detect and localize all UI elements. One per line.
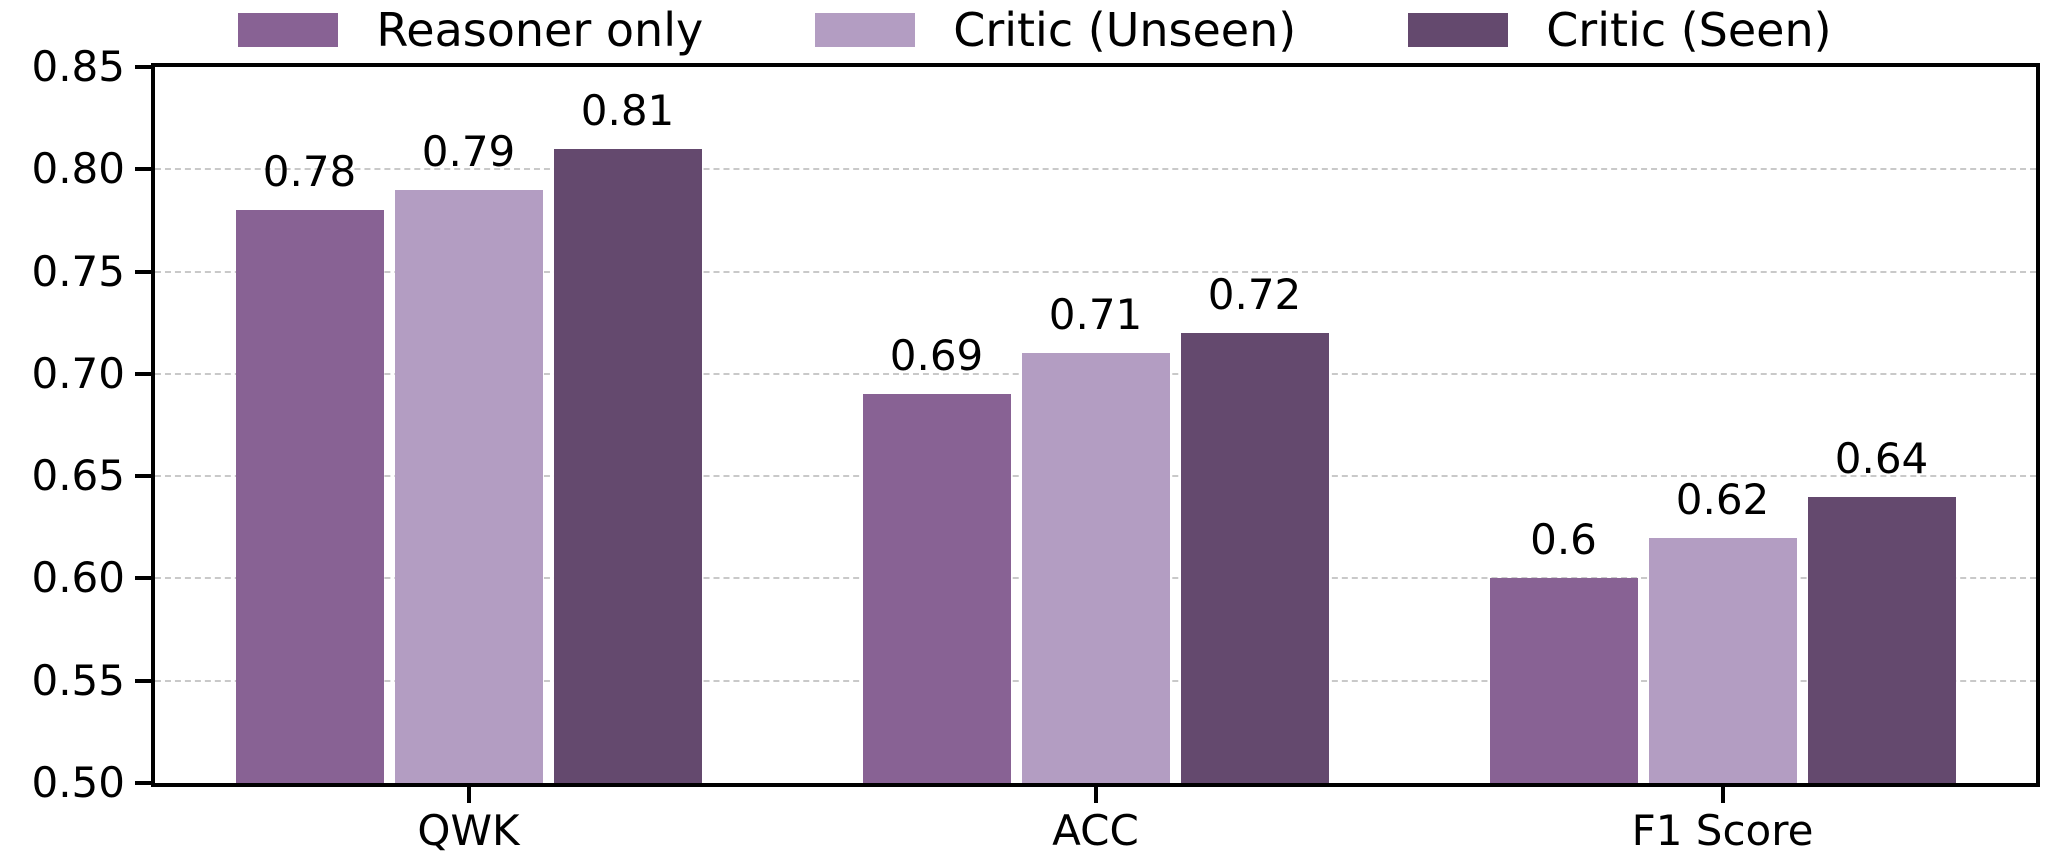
bar-slot: 0.81 [553, 86, 702, 783]
legend-label: Reasoner only [376, 3, 704, 57]
y-axis-tick-mark [135, 576, 151, 581]
legend-color-swatch [238, 13, 339, 47]
bar-value-label: 0.69 [889, 331, 984, 381]
legend-label: Critic (Seen) [1546, 3, 1832, 57]
bar-value-label: 0.72 [1207, 269, 1302, 319]
bar-value-label: 0.78 [262, 147, 357, 197]
y-axis-tick-mark [135, 678, 151, 683]
plot-area: 0.78 0.79 0.81 0.69 0.71 0.72 0.6 0.62 0.64 [151, 63, 2040, 787]
legend: Reasoner only Critic (Unseen) Critic (Seen… [0, 2, 2070, 58]
bar [235, 210, 384, 783]
bar-slot: 0.6 [1489, 516, 1638, 783]
bar-slot: 0.72 [1180, 270, 1329, 783]
y-axis-tick-mark [135, 474, 151, 479]
legend-item: Reasoner only [238, 2, 703, 58]
legend-color-swatch [815, 13, 916, 47]
bar-value-label: 0.6 [1530, 515, 1597, 565]
y-axis-tick-mark [135, 269, 151, 274]
bar-value-label: 0.62 [1675, 474, 1770, 524]
bar-slot: 0.64 [1807, 434, 1956, 783]
y-axis-tick-mark [135, 167, 151, 172]
gridline [155, 270, 2036, 273]
y-axis-tick-label: 0.70 [31, 348, 125, 398]
bar-group-f1-score: 0.6 0.62 0.64 [1489, 434, 1956, 783]
gridline [155, 168, 2036, 171]
legend-color-swatch [1408, 13, 1509, 47]
y-axis-tick-label: 0.80 [31, 144, 125, 194]
y-axis-tick-label: 0.50 [31, 758, 125, 807]
bar-value-label: 0.71 [1048, 290, 1143, 340]
bar [394, 189, 543, 783]
bar [1807, 496, 1956, 783]
x-axis-tick-label: QWK [417, 806, 520, 855]
y-axis-tick-label: 0.60 [31, 553, 125, 603]
x-axis-tick-label: F1 Score [1631, 806, 1814, 855]
bar [862, 394, 1011, 783]
bar [553, 148, 702, 783]
legend-item: Critic (Unseen) [815, 2, 1296, 58]
bar [1180, 332, 1329, 783]
y-axis-tick-label: 0.85 [31, 42, 125, 91]
y-axis-tick-mark [135, 371, 151, 376]
y-axis-tick-label: 0.65 [31, 451, 125, 501]
bar [1489, 578, 1638, 783]
legend-item: Critic (Seen) [1408, 2, 1832, 58]
bar-slot: 0.62 [1648, 475, 1797, 783]
x-axis-tick-label: ACC [1052, 806, 1139, 855]
y-axis-tick-mark [135, 781, 151, 785]
y-axis-tick-mark [135, 65, 151, 69]
bar-slot: 0.79 [394, 127, 543, 783]
bar [1021, 353, 1170, 783]
x-axis-tick-mark [466, 787, 471, 803]
y-axis-tick-label: 0.55 [31, 655, 125, 705]
legend-label: Critic (Unseen) [953, 3, 1297, 57]
bar-value-label: 0.64 [1834, 433, 1929, 483]
bar-slot: 0.69 [862, 332, 1011, 783]
x-axis-tick-mark [1720, 787, 1725, 803]
bar-value-label: 0.81 [580, 85, 675, 135]
bar-slot: 0.78 [235, 148, 384, 783]
y-axis-tick-label: 0.75 [31, 246, 125, 296]
bar [1648, 537, 1797, 783]
bar-group-acc: 0.69 0.71 0.72 [862, 270, 1329, 783]
bar-slot: 0.71 [1021, 291, 1170, 783]
bar-value-label: 0.79 [421, 126, 516, 176]
x-axis-tick-mark [1093, 787, 1098, 803]
bar-group-qwk: 0.78 0.79 0.81 [235, 86, 702, 783]
